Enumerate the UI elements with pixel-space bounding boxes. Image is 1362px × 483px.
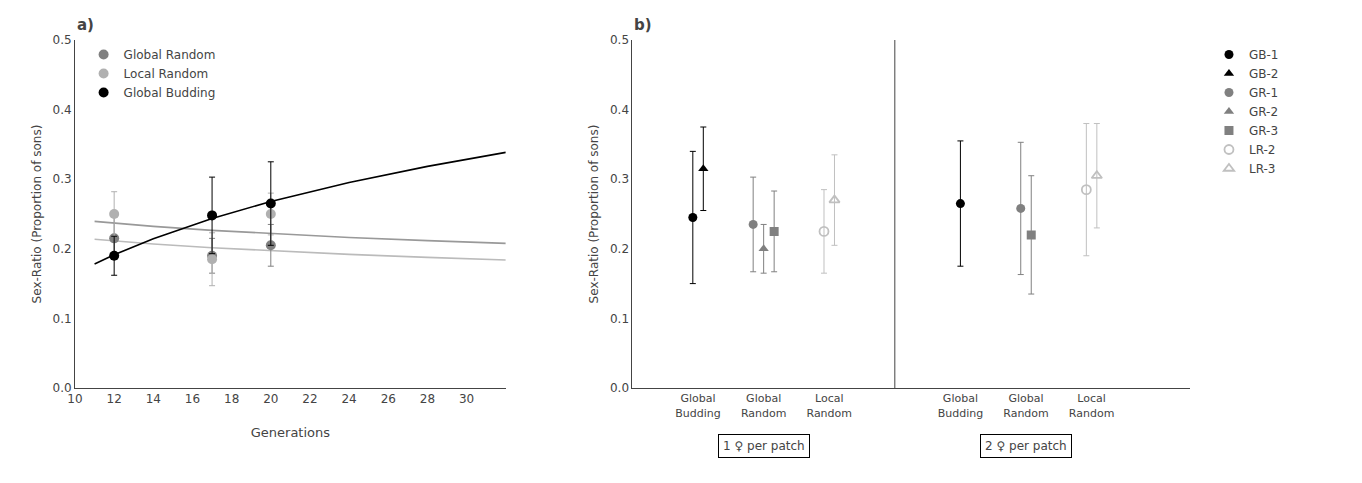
svg-text:2 ♀ per patch: 2 ♀ per patch (985, 439, 1067, 453)
svg-text:a): a) (77, 16, 94, 34)
svg-text:0.2: 0.2 (53, 242, 72, 256)
svg-text:0.1: 0.1 (53, 312, 72, 326)
svg-text:LocalRandom: LocalRandom (806, 392, 852, 419)
svg-text:18: 18 (224, 392, 239, 406)
svg-text:LR-3: LR-3 (1249, 162, 1276, 176)
svg-text:24: 24 (341, 392, 356, 406)
svg-text:GR-1: GR-1 (1249, 86, 1278, 100)
svg-text:16: 16 (185, 392, 200, 406)
svg-text:GlobalRandom: GlobalRandom (741, 392, 787, 419)
svg-text:0.3: 0.3 (53, 172, 72, 186)
svg-text:0.4: 0.4 (53, 103, 72, 117)
svg-text:GlobalRandom: GlobalRandom (1003, 392, 1049, 419)
svg-text:10: 10 (67, 392, 82, 406)
svg-text:28: 28 (420, 392, 435, 406)
svg-text:Sex-Ratio (Proportion of sons): Sex-Ratio (Proportion of sons) (587, 125, 601, 304)
svg-text:Global Budding: Global Budding (124, 86, 216, 100)
svg-text:12: 12 (107, 392, 122, 406)
svg-text:0.4: 0.4 (610, 103, 629, 117)
svg-text:Sex-Ratio (Proportion of sons): Sex-Ratio (Proportion of sons) (30, 125, 44, 304)
svg-text:Local Random: Local Random (124, 67, 209, 81)
svg-text:30: 30 (459, 392, 474, 406)
svg-text:GR-3: GR-3 (1249, 124, 1278, 138)
svg-text:GR-2: GR-2 (1249, 105, 1278, 119)
svg-text:Generations: Generations (251, 425, 331, 440)
svg-text:GB-1: GB-1 (1249, 48, 1279, 62)
svg-text:0.0: 0.0 (53, 381, 72, 395)
svg-text:GlobalBudding: GlobalBudding (675, 392, 721, 419)
svg-text:0.2: 0.2 (610, 242, 629, 256)
svg-text:0.5: 0.5 (610, 33, 629, 47)
svg-text:LR-2: LR-2 (1249, 143, 1276, 157)
svg-text:0.1: 0.1 (610, 312, 629, 326)
svg-text:14: 14 (146, 392, 161, 406)
svg-text:GlobalBudding: GlobalBudding (938, 392, 984, 419)
svg-text:0.3: 0.3 (610, 172, 629, 186)
svg-text:20: 20 (263, 392, 278, 406)
svg-text:GB-2: GB-2 (1249, 67, 1279, 81)
svg-text:26: 26 (381, 392, 396, 406)
svg-text:LocalRandom: LocalRandom (1069, 392, 1115, 419)
svg-text:0.0: 0.0 (610, 381, 629, 395)
svg-text:Global Random: Global Random (124, 48, 216, 62)
svg-text:0.5: 0.5 (53, 33, 72, 47)
svg-text:1 ♀ per patch: 1 ♀ per patch (723, 439, 805, 453)
svg-text:b): b) (634, 16, 652, 34)
svg-text:22: 22 (302, 392, 317, 406)
